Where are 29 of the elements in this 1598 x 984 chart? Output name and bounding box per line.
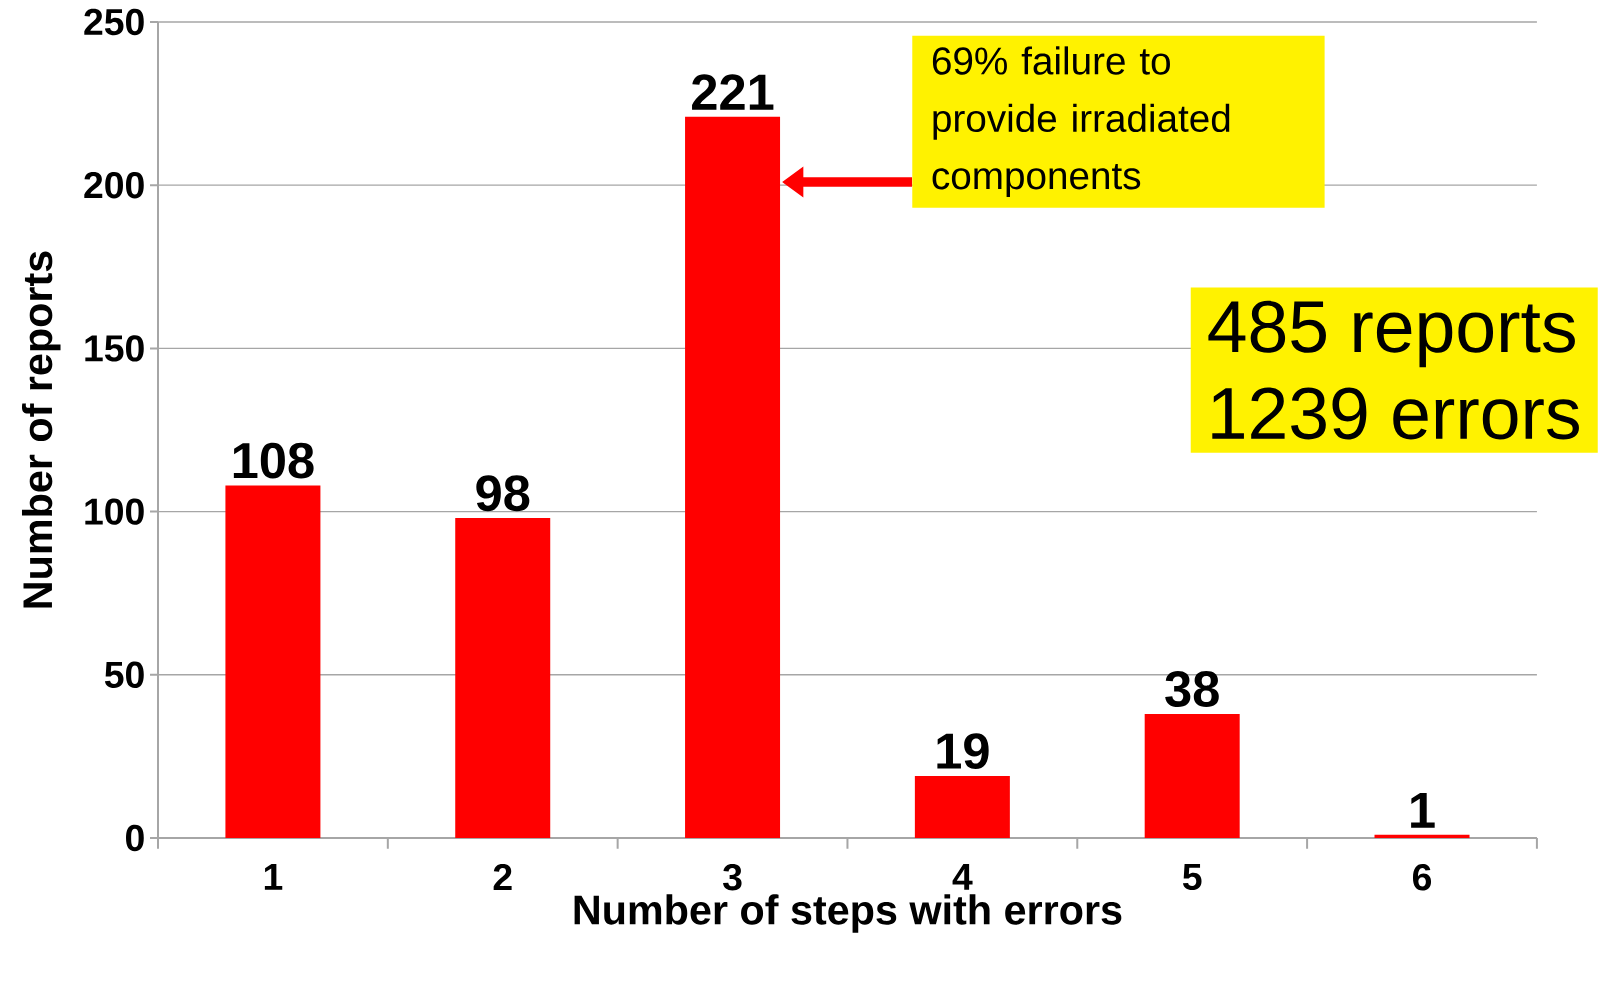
annotation: 69% failure to provide irradiated components <box>932 46 1230 198</box>
x-tick-label: 6 <box>1412 864 1432 891</box>
x-tick-label: 1 <box>264 864 283 890</box>
data-label: 98 <box>476 475 530 512</box>
y-axis-title: Number of reports <box>21 251 61 608</box>
x-axis-title: Number of steps with errors <box>574 894 1122 933</box>
x-tick-label: 2 <box>493 864 512 891</box>
x-tick-label: 4 <box>952 864 973 890</box>
annotation: 1239 errors <box>1212 387 1579 440</box>
y-tick-label: 50 <box>104 661 144 688</box>
data-label: 38 <box>1165 671 1219 708</box>
y-tick-label: 0 <box>126 824 144 852</box>
annotation: 485 reports <box>1208 300 1575 368</box>
y-tick-label: 100 <box>85 498 144 525</box>
data-label: 19 <box>937 733 989 770</box>
bar <box>685 116 781 838</box>
y-tick-label: 150 <box>85 335 144 362</box>
data-label: 221 <box>692 74 774 110</box>
bar <box>455 518 551 838</box>
data-label: 108 <box>233 442 314 479</box>
bar <box>914 775 1010 838</box>
x-tick-label: 5 <box>1182 864 1202 891</box>
data-label: 1 <box>1411 792 1435 828</box>
bar <box>225 485 321 838</box>
x-tick-label: 3 <box>723 864 742 891</box>
y-tick-label: 200 <box>84 171 144 199</box>
y-tick-label: 250 <box>84 8 144 36</box>
bar <box>1374 834 1470 838</box>
bar <box>1144 713 1240 838</box>
